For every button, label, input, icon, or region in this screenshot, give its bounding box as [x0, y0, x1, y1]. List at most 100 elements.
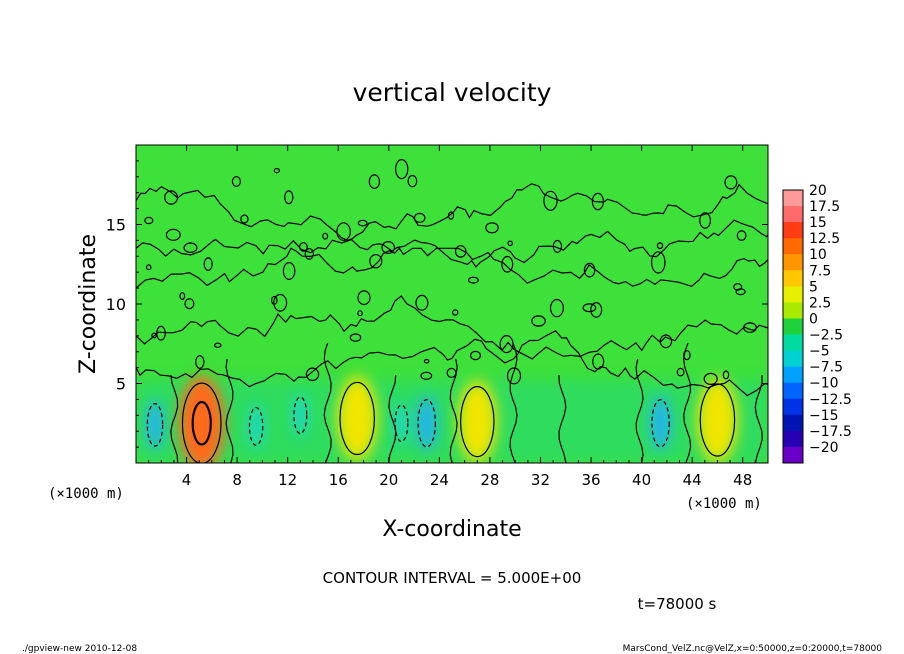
x-tick-label: 4 — [182, 471, 192, 489]
eddy-contour — [420, 371, 433, 380]
cell-contour-0 — [146, 402, 164, 447]
colorbar-swatch — [783, 254, 803, 271]
x-unit-label: (×1000 m) — [686, 496, 762, 512]
colorbar: 2017.51512.5107.552.50−2.5−5−7.5−10−12.5… — [782, 183, 852, 464]
x-tick-label: 24 — [430, 471, 449, 489]
cell-contour-2 — [248, 406, 264, 446]
colorbar-label: 7.5 — [809, 263, 831, 279]
colorbar-swatch — [783, 350, 803, 368]
eddy-contour — [549, 298, 564, 318]
colorbar-label: 17.5 — [809, 199, 840, 215]
colorbar-swatch — [783, 302, 803, 319]
colorbar-label: 20 — [809, 183, 827, 199]
x-tick-label: 48 — [733, 471, 752, 489]
eddy-contour — [357, 290, 371, 306]
time-label: t=78000 s — [638, 595, 717, 613]
cell-contour-6 — [417, 399, 436, 448]
x-tick-label: 40 — [632, 471, 651, 489]
colorbar-label: 12.5 — [809, 231, 840, 247]
eddy-contour — [413, 212, 426, 223]
upper-contour-0 — [136, 330, 768, 397]
zero-contour-9 — [754, 375, 763, 463]
cell-contour-7 — [460, 386, 495, 458]
zero-contour-8 — [682, 342, 692, 463]
eddy-contour — [195, 355, 205, 369]
eddy-contour — [357, 219, 368, 227]
eddy-contour — [659, 334, 673, 349]
colorbar-label: 2.5 — [809, 295, 831, 311]
eddy-contour — [156, 325, 166, 341]
eddy-contour — [184, 298, 195, 310]
cell-down-6 — [416, 395, 437, 452]
colorbar-swatch — [783, 270, 803, 287]
eddy-contour — [446, 367, 457, 378]
colorbar-label: −12.5 — [809, 392, 852, 408]
upper-contour-2 — [136, 247, 768, 289]
chart-title: vertical velocity — [353, 78, 552, 107]
eddy-contour — [501, 255, 514, 273]
y-tick-label: 15 — [106, 216, 126, 235]
eddy-contour — [203, 257, 213, 271]
contour-interval-label: CONTOUR INTERVAL = 5.000E+00 — [323, 569, 582, 587]
eddy-contour — [531, 315, 546, 327]
eddy-contour — [336, 222, 351, 242]
eddy-contour — [144, 216, 154, 225]
eddy-contour — [284, 190, 294, 205]
eddy-contour — [552, 239, 563, 253]
x-axis-label: X-coordinate — [382, 517, 521, 542]
eddy-contour — [583, 262, 596, 278]
eddy-contour — [699, 212, 711, 229]
eddy-contour — [447, 211, 455, 220]
cell-inner-contour-1 — [191, 400, 212, 446]
colorbar-label: −7.5 — [809, 360, 843, 376]
eddy-contour — [650, 251, 666, 274]
colorbar-swatch — [783, 446, 803, 464]
x-tick-label: 12 — [278, 471, 297, 489]
x-axis-ticks: 4 8 12 16 20 24 28 32 36 40 44 48 — [148, 145, 756, 489]
cell-contour-8 — [651, 399, 670, 448]
eddy-contour — [722, 370, 730, 380]
eddy-contour — [145, 264, 152, 271]
eddy-contour — [499, 335, 514, 354]
colorbar-swatch — [783, 190, 803, 207]
zero-contour-6 — [558, 374, 567, 463]
colorbar-swatch — [783, 366, 803, 384]
eddy-contour — [322, 232, 329, 240]
zero-contour-3 — [388, 374, 397, 463]
cell-up-4 — [337, 376, 378, 461]
colorbar-label: −10 — [809, 376, 839, 392]
eddy-contour — [407, 174, 418, 188]
x-tick-label: 20 — [379, 471, 398, 489]
eddy-contour — [164, 190, 179, 205]
upper-contour-4 — [136, 183, 768, 242]
cell-contour-3 — [293, 396, 308, 435]
colorbar-label: −5 — [809, 344, 830, 360]
x-tick-label: 16 — [329, 471, 348, 489]
eddy-contour — [506, 367, 522, 385]
colorbar-label: 5 — [809, 279, 818, 295]
zero-contour-4 — [449, 358, 458, 463]
eddy-contour — [656, 242, 664, 250]
cell-down-5 — [393, 401, 409, 445]
cell-down-2 — [248, 404, 264, 449]
eddy-contour — [282, 262, 296, 281]
eddy-contour — [349, 333, 362, 342]
cell-up-7 — [457, 380, 497, 463]
colorbar-label: 15 — [809, 215, 827, 231]
eddy-contour — [151, 332, 157, 339]
cell-down-3 — [292, 393, 308, 437]
y-tick-label: 10 — [106, 295, 126, 314]
eddy-contour — [485, 222, 499, 234]
eddy-contour — [395, 159, 409, 180]
colorbar-swatch — [783, 398, 803, 416]
eddy-contour — [369, 254, 383, 269]
contour-layer — [136, 159, 768, 463]
eddy-contour — [304, 248, 314, 260]
eddy-contour — [733, 283, 743, 291]
colorbar-swatch — [783, 334, 803, 352]
zero-contour-0 — [170, 374, 179, 463]
colorbar-swatch — [783, 318, 803, 336]
cell-contour-4 — [339, 381, 375, 456]
y-axis-ticks: 5 10 15 — [106, 160, 768, 448]
eddy-contour — [357, 310, 363, 317]
